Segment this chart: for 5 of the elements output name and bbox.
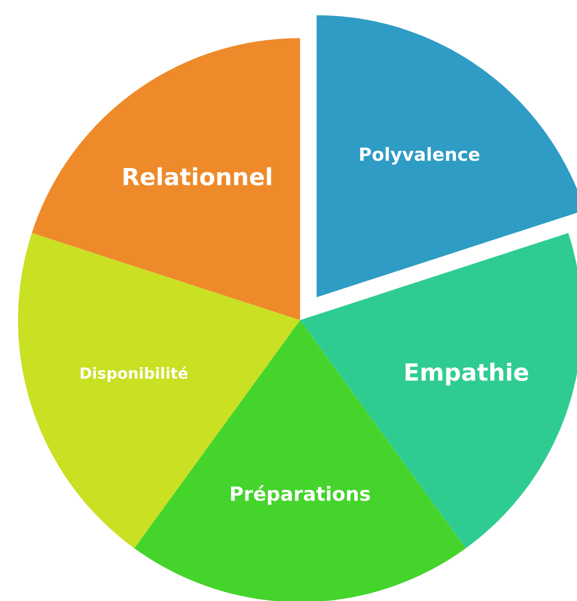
slice-label: Empathie — [406, 362, 528, 386]
slice-label: Préparations — [231, 485, 370, 505]
slice-label: Polyvalence — [360, 147, 480, 165]
slice-label: Relationnel — [124, 167, 272, 186]
slice-label: Disponibilité — [80, 366, 188, 382]
